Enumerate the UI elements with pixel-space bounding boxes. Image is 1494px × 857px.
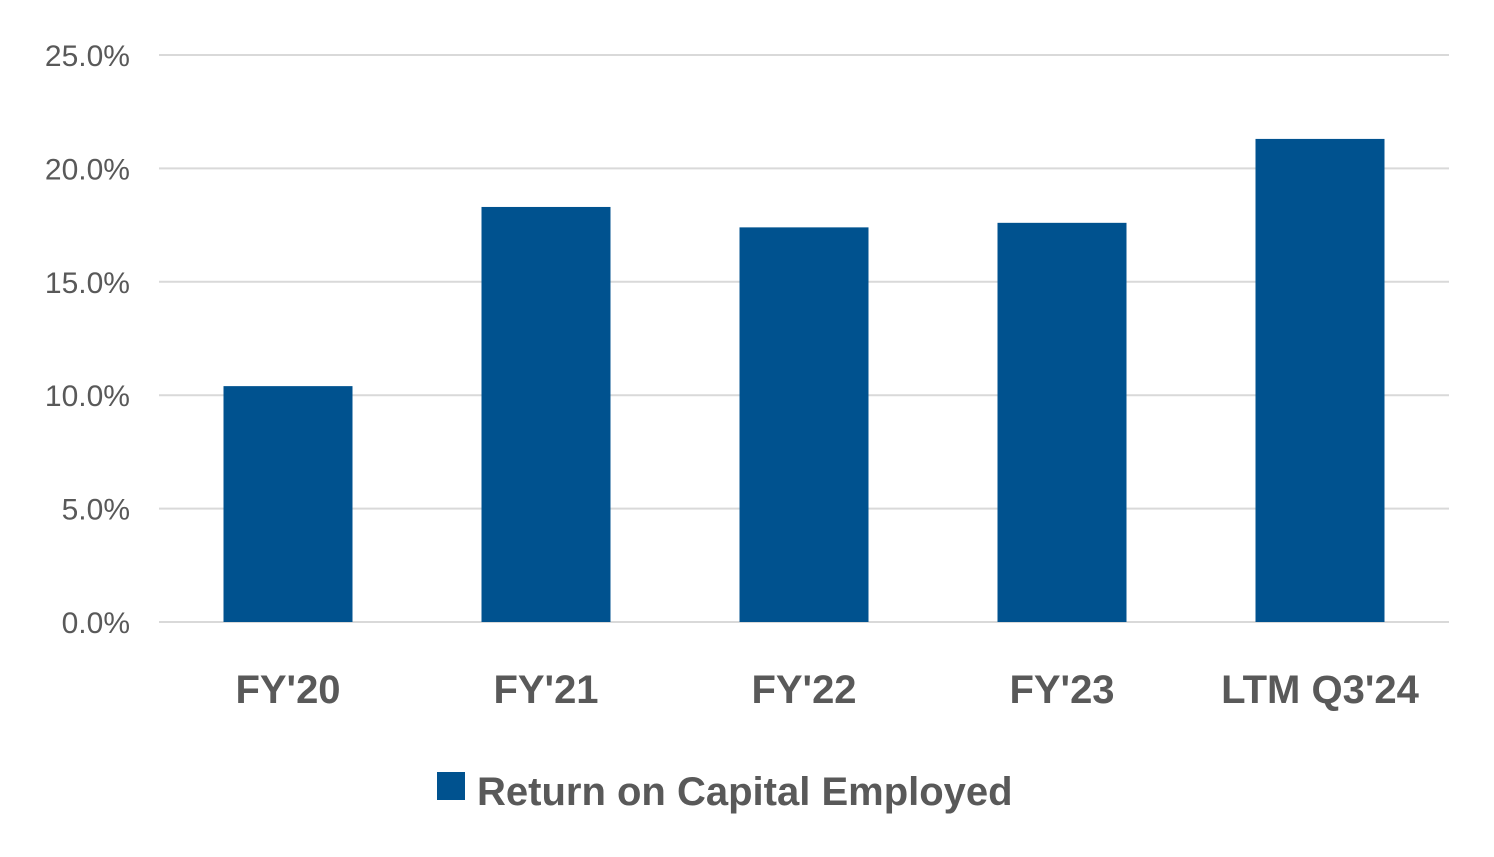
y-tick-label: 10.0% [45,380,130,413]
x-tick-label: LTM Q3'24 [1221,668,1419,712]
y-tick-label: 5.0% [62,494,130,527]
y-axis-tick-labels: 0.0% 5.0% 10.0% 15.0% 20.0% 25.0% [45,40,130,640]
bar [223,386,353,622]
x-axis-tick-labels: FY'20 FY'21 FY'22 FY'23 LTM Q3'24 [235,668,1419,712]
bars [223,138,1385,623]
y-tick-label: 20.0% [45,153,130,186]
x-tick-label: FY'20 [235,668,340,712]
x-tick-label: FY'23 [1009,668,1114,712]
legend-label: Return on Capital Employed [477,770,1013,814]
y-tick-label: 15.0% [45,267,130,300]
bar [1255,138,1385,622]
bar [997,222,1127,622]
y-tick-label: 0.0% [62,607,130,640]
y-tick-label: 25.0% [45,40,130,73]
x-tick-label: FY'22 [751,668,856,712]
legend-swatch [437,772,465,800]
bar [481,206,611,622]
bar [739,227,869,623]
legend: Return on Capital Employed [437,770,1013,814]
x-tick-label: FY'21 [493,668,598,712]
